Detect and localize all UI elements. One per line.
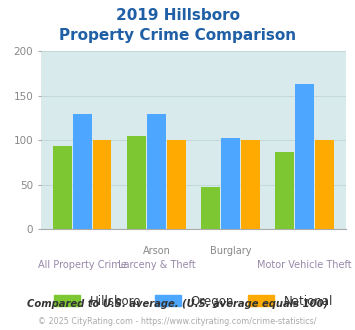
Text: © 2025 CityRating.com - https://www.cityrating.com/crime-statistics/: © 2025 CityRating.com - https://www.city… [38,317,317,326]
Bar [295,84,314,229]
Bar [93,140,111,229]
Text: Larceny & Theft: Larceny & Theft [118,260,195,270]
Bar [167,140,186,229]
Bar [241,140,260,229]
Text: All Property Crime: All Property Crime [38,260,127,270]
Text: Property Crime Comparison: Property Crime Comparison [59,28,296,43]
Bar [315,140,334,229]
Text: Compared to U.S. average. (U.S. average equals 100): Compared to U.S. average. (U.S. average … [27,299,328,309]
Bar [73,115,92,229]
Text: Burglary: Burglary [210,246,251,256]
Bar [53,146,72,229]
Legend: Hillsboro, Oregon, National: Hillsboro, Oregon, National [49,290,338,313]
Text: 2019 Hillsboro: 2019 Hillsboro [115,8,240,23]
Bar [147,114,166,229]
Text: Motor Vehicle Theft: Motor Vehicle Theft [257,260,352,270]
Bar [201,186,220,229]
Text: Arson: Arson [142,246,170,256]
Bar [127,136,146,229]
Bar [221,138,240,229]
Bar [275,152,294,229]
